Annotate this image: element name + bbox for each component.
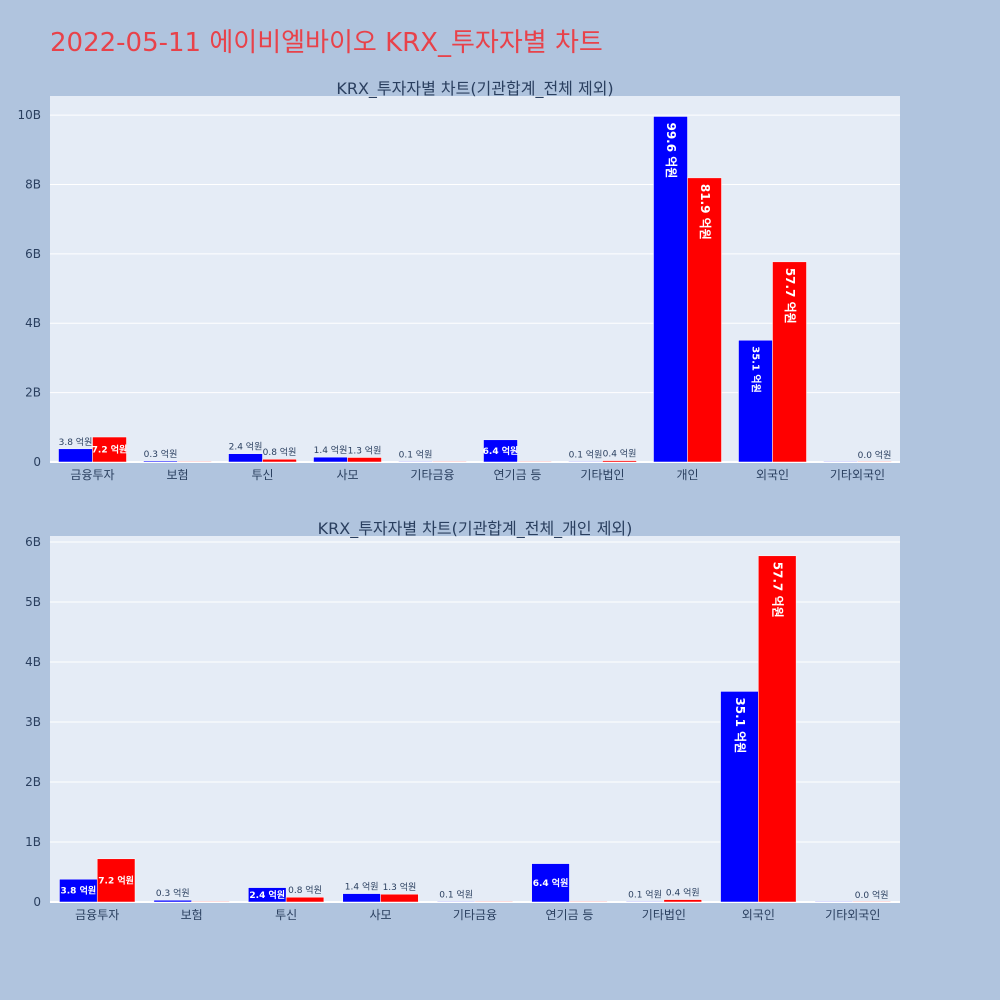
x-tick-label: 사모 <box>370 908 392 922</box>
bar <box>857 461 892 463</box>
bar <box>687 177 722 463</box>
data-label: 0.8 억원 <box>263 446 297 458</box>
data-label: 99.6 억원 <box>664 122 678 178</box>
bar <box>342 893 381 903</box>
x-tick-label: 투신 <box>275 908 297 922</box>
x-tick-label: 기타금융 <box>453 908 497 922</box>
data-label: 0.1 억원 <box>628 888 662 900</box>
bar <box>720 691 759 903</box>
bar <box>772 261 807 463</box>
data-label: 2.4 억원 <box>229 441 263 453</box>
bar <box>285 896 325 903</box>
data-label: 0.4 억원 <box>666 887 700 899</box>
x-tick-label: 외국인 <box>756 468 789 482</box>
y-tick-label: 6B <box>25 535 41 549</box>
y-tick-label: 2B <box>25 386 41 400</box>
data-label: 81.9 억원 <box>698 184 712 240</box>
data-label: 35.1 억원 <box>750 346 763 393</box>
x-tick-label: 기타외국인 <box>830 468 885 482</box>
data-label: 1.4 억원 <box>345 881 379 893</box>
data-label: 0.0 억원 <box>855 889 889 901</box>
y-tick-label: 3B <box>25 715 41 729</box>
bar <box>96 858 136 903</box>
bar <box>483 439 518 463</box>
x-tick-label: 금융투자 <box>75 908 119 922</box>
y-tick-label: 6B <box>25 247 41 261</box>
data-label: 0.0 억원 <box>858 449 892 461</box>
bar <box>653 116 688 463</box>
bar <box>602 460 637 463</box>
bar <box>625 901 665 903</box>
data-label: 7.2 억원 <box>92 444 128 456</box>
x-tick-label: 기타법인 <box>642 908 686 922</box>
y-tick-label: 10B <box>17 108 41 122</box>
bar <box>758 555 797 903</box>
data-label: 0.8 억원 <box>288 884 322 896</box>
bar <box>852 901 891 903</box>
bar <box>191 901 230 903</box>
x-tick-label: 금융투자 <box>70 468 114 482</box>
data-label: 0.1 억원 <box>569 449 603 461</box>
bar <box>248 887 287 903</box>
bar <box>738 339 773 463</box>
data-label: 6.4 억원 <box>533 877 569 889</box>
x-tick-label: 기타법인 <box>580 468 624 482</box>
bar <box>153 899 192 903</box>
bar <box>262 458 297 463</box>
bar <box>517 461 552 463</box>
page-title: 2022-05-11 에이비엘바이오 KRX_투자자별 차트 <box>50 28 603 58</box>
data-label: 35.1 억원 <box>733 697 747 753</box>
data-label: 3.8 억원 <box>61 885 97 897</box>
x-tick-label: 보험 <box>166 468 188 482</box>
bar <box>474 901 514 903</box>
y-tick-label: 4B <box>25 316 41 330</box>
chart-title: KRX_투자자별 차트(기관합계_전체_개인 제외) <box>318 519 633 539</box>
bar <box>814 901 854 903</box>
data-label: 57.7 억원 <box>783 268 797 324</box>
bar <box>177 461 212 463</box>
y-tick-label: 1B <box>25 835 41 849</box>
data-label: 57.7 억원 <box>771 562 785 618</box>
bar <box>569 901 608 903</box>
data-label: 1.3 억원 <box>383 881 417 893</box>
data-label: 0.3 억원 <box>144 448 178 460</box>
data-label: 1.4 억원 <box>314 444 348 456</box>
x-tick-label: 기타금융 <box>410 468 454 482</box>
y-tick-label: 5B <box>25 595 41 609</box>
bar <box>228 453 263 463</box>
x-tick-label: 연기금 등 <box>494 468 542 482</box>
bar <box>531 863 570 903</box>
bar <box>436 901 476 903</box>
data-label: 7.2 억원 <box>98 874 134 886</box>
data-label: 0.4 억원 <box>603 448 637 460</box>
x-tick-label: 보험 <box>181 908 203 922</box>
data-label: 2.4 억원 <box>249 889 285 901</box>
bar <box>663 899 702 903</box>
x-tick-label: 기타외국인 <box>825 908 880 922</box>
y-tick-label: 0 <box>33 455 41 469</box>
bar <box>432 461 467 463</box>
data-label: 0.1 억원 <box>439 888 473 900</box>
x-tick-label: 사모 <box>336 468 358 482</box>
data-label: 0.3 억원 <box>156 887 190 899</box>
data-label: 3.8 억원 <box>59 436 93 448</box>
data-label: 0.1 억원 <box>399 449 433 461</box>
x-tick-label: 투신 <box>251 468 273 482</box>
x-tick-label: 외국인 <box>742 908 775 922</box>
y-tick-label: 2B <box>25 775 41 789</box>
bar <box>380 893 419 903</box>
chart-title: KRX_투자자별 차트(기관합계_전체 제외) <box>336 79 613 99</box>
y-tick-label: 4B <box>25 655 41 669</box>
data-label: 1.3 억원 <box>348 444 382 456</box>
y-tick-label: 8B <box>25 177 41 191</box>
x-tick-label: 연기금 등 <box>545 908 593 922</box>
bar <box>92 436 127 463</box>
x-tick-label: 개인 <box>676 468 698 482</box>
data-label: 6.4 억원 <box>483 445 519 457</box>
bar <box>347 457 382 463</box>
y-tick-label: 0 <box>33 895 41 909</box>
